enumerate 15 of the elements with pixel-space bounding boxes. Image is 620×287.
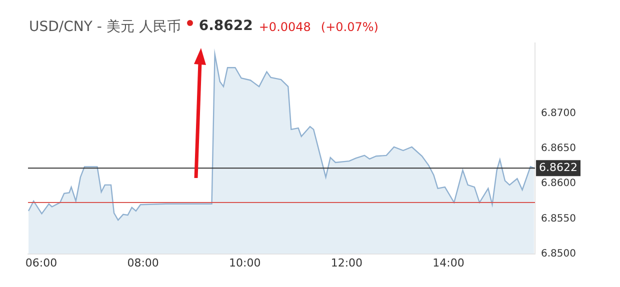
y-tick-label: 6.8500 <box>541 248 576 260</box>
y-tick-label: 6.8600 <box>541 178 576 190</box>
y-tick-label: 6.8650 <box>541 142 576 154</box>
chart-title: USD/CNY - 美元 人民币 <box>29 18 181 36</box>
y-tick-label: 6.8550 <box>541 213 576 224</box>
x-tick-label: 06:00 <box>25 256 58 270</box>
x-tick-label: 12:00 <box>330 256 363 270</box>
x-tick-label: 08:00 <box>127 256 159 270</box>
y-tick-label: 6.8700 <box>541 108 576 119</box>
x-tick-label: 14:00 <box>432 256 464 270</box>
text: (+0.07%) <box>320 20 378 34</box>
x-tick-label: 10:00 <box>229 256 261 270</box>
text: 6.8622 <box>198 18 253 34</box>
ref-line-label: 6.8622 <box>539 160 578 174</box>
text: +0.0048 <box>258 20 311 34</box>
